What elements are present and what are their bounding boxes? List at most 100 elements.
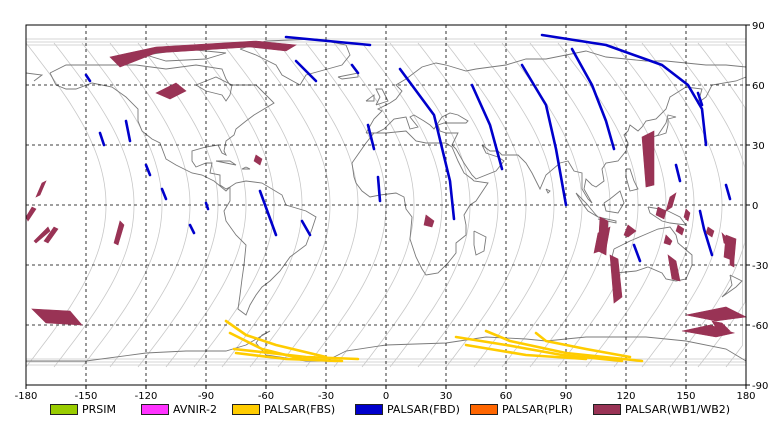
legend-swatch [232,403,260,415]
coastline [25,72,44,82]
palsar-fbd-strip [350,63,360,75]
palsar-fbd-strip [398,67,456,221]
palsar-fbd-strip [124,119,132,143]
coastline [49,64,275,192]
palsar-fbs-strip [464,343,588,361]
palsar-fbd-strip [632,243,642,263]
x-tick-label: 0 [383,391,389,402]
coastline [215,160,237,166]
legend-label: PRSIM [82,402,116,416]
palsar-fbs-strip [534,331,632,359]
palsar-fbd-strip [188,223,196,235]
legend-item-palsar-fbs: PALSAR(FBS) [232,402,335,416]
y-tick-label: 60 [752,81,765,92]
coastline [645,114,677,142]
coastline [473,230,487,256]
coastline [611,226,693,282]
palsar-wb1-wb2-swath [721,232,729,246]
coastline [366,76,747,204]
palsar-wb1-wb2-swath [665,192,677,212]
orbit-track [697,42,746,368]
legend-item-palsar-plr: PALSAR(PLR) [470,402,573,416]
palsar-fbd-strip [98,131,106,147]
legend-label: PALSAR(WB1/WB2) [625,402,731,416]
palsar-fbd-strip [284,35,372,47]
legend-item-prsim: PRSIM [50,402,116,416]
palsar-fbd-strip [696,91,704,107]
orbit-track [417,42,499,368]
coastline [351,130,489,276]
palsar-wb1-wb2-swath [655,206,667,220]
palsar-wb1-wb2-swath [113,220,125,246]
palsar-fbd-strip [724,183,732,201]
palsar-fbd-strip [674,163,682,183]
palsar-wb1-wb2-swath [33,226,51,244]
palsar-fbd-strip [204,201,210,211]
palsar-wb1-wb2-swath [597,216,609,256]
legend-swatch [593,403,621,415]
legend-swatch [470,403,498,415]
palsar-fbs-strip [454,335,624,363]
coastline [721,274,743,298]
coastline [545,188,551,194]
legend-swatch [355,403,383,415]
x-tick-label: 60 [500,391,513,402]
x-tick-label: -90 [198,391,214,402]
palsar-wb1-wb2-swath [35,180,47,198]
palsar-wb1-wb2-swath [711,320,731,332]
y-tick-label: -90 [752,381,768,392]
palsar-wb1-wb2-swath [253,154,263,166]
x-tick-label: -120 [135,391,158,402]
y-tick-label: -60 [752,321,768,332]
palsar-wb1-wb2-swath [667,254,681,282]
coastline [603,190,625,214]
x-tick-label: 180 [736,391,755,402]
palsar-fbd-strip [540,33,708,147]
legend-swatch [141,403,169,415]
legend-item-palsar-wb1-wb2: PALSAR(WB1/WB2) [593,402,730,416]
coastline [241,166,251,170]
palsar-wb1-wb2-swath [109,40,297,68]
legend-label: PALSAR(FBD) [387,402,460,416]
x-tick-label: -150 [75,391,98,402]
palsar-wb1-wb2-swath [641,130,655,188]
legend-item-palsar-fbd: PALSAR(FBD) [355,402,460,416]
graticule-grid [26,25,746,385]
x-tick-label: 30 [440,391,453,402]
palsar-fbd-strip [300,219,312,237]
palsar-fbs-strip [234,351,344,363]
x-tick-label: 120 [616,391,635,402]
palsar-fbd-strip [144,163,152,177]
x-tick-label: -30 [318,391,334,402]
orbit-track [249,42,331,368]
palsar-wb1-wb2-swath [663,234,673,246]
palsar-wb1-wb2-swath [43,226,59,244]
palsar-fbd-strip [698,209,714,257]
coastline [337,72,359,80]
palsar-wb1-wb2-swath [705,226,715,238]
palsar-fbs-strip [232,347,360,361]
coastline [195,76,233,102]
coverage-layers [25,33,748,363]
legend-item-avnir-2: AVNIR-2 [141,402,217,416]
y-tick-label: 90 [752,21,765,32]
legend-label: AVNIR-2 [173,402,217,416]
x-tick-label: -60 [258,391,274,402]
palsar-wb1-wb2-swath [609,254,623,304]
x-tick-label: 150 [676,391,695,402]
palsar-wb1-wb2-swath [675,224,685,236]
y-tick-label: -30 [752,261,768,272]
palsar-wb1-wb2-swath [683,208,691,222]
legend-label: PALSAR(PLR) [502,402,573,416]
palsar-fbs-strip [484,329,644,363]
palsar-wb1-wb2-swath [623,224,637,238]
coastline [223,180,317,316]
palsar-wb1-wb2-swath [681,324,736,338]
palsar-wb1-wb2-swath [25,206,37,222]
palsar-wb1-wb2-swath [423,214,435,228]
palsar-fbd-strip [160,187,168,201]
x-tick-label: -180 [15,391,38,402]
coastline [365,94,375,102]
legend-swatch [50,403,78,415]
